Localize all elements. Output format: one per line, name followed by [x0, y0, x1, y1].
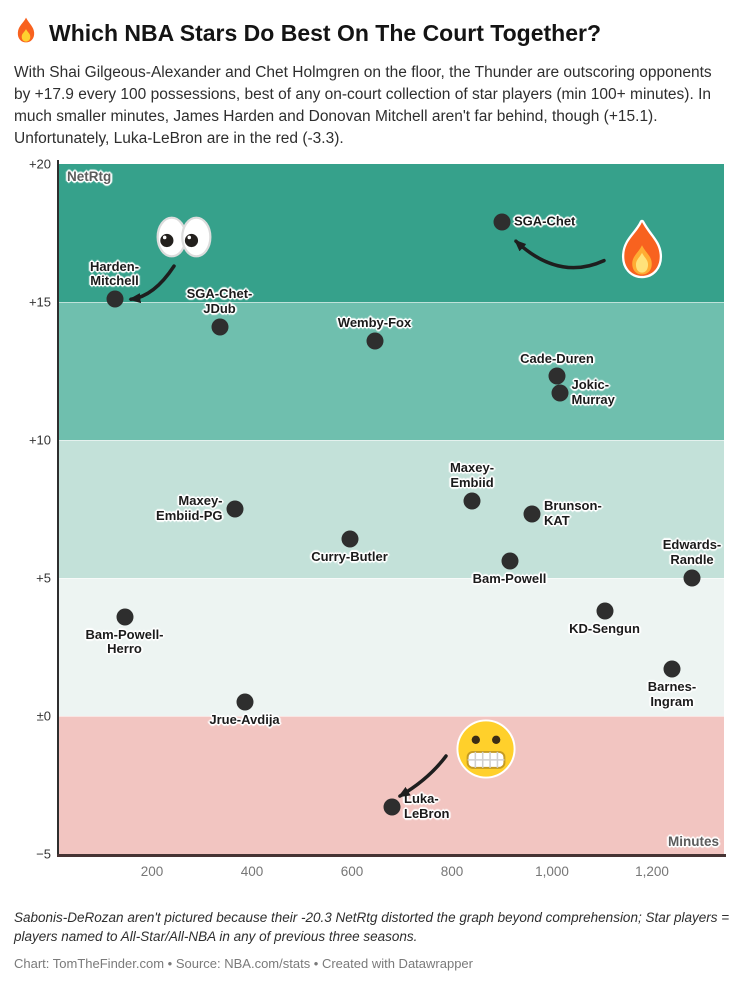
point-label: Bam-Powell- Herro: [85, 626, 164, 657]
y-axis-title: NetRtg: [67, 168, 112, 184]
x-tick-label: 800: [440, 863, 464, 879]
point-label: Harden- Mitchell: [89, 258, 140, 289]
point-label: Cade-Duren: [520, 350, 594, 366]
data-point-wemby-fox: [366, 332, 383, 350]
point-label: Barnes- Ingram: [647, 678, 697, 709]
data-point-maxey-embiid-pg: [226, 500, 243, 518]
point-label: Edwards- Randle: [662, 537, 722, 568]
y-tick-label: +10: [28, 432, 51, 448]
data-point-bam-powell: [501, 552, 518, 570]
data-point-maxey-embiid: [463, 492, 481, 510]
point-label: Jrue-Avdija: [209, 712, 280, 728]
data-point-barnes-ingram: [663, 660, 681, 678]
fire-icon: [14, 16, 38, 52]
page-title-text: Which NBA Stars Do Best On The Court Tog…: [49, 20, 602, 46]
data-point-curry-butler: [341, 530, 358, 548]
point-label: Luka- LeBron: [404, 791, 450, 821]
point-label: Wemby-Fox: [337, 314, 412, 330]
data-point-sga-chet-jdub: [211, 318, 228, 336]
gridline: [59, 577, 724, 579]
x-tick-label: 600: [340, 863, 364, 879]
data-point-kd-sengun: [596, 602, 613, 620]
data-point-jrue-avdija: [236, 693, 253, 711]
point-label: Maxey- Embiid-PG: [156, 493, 223, 523]
point-label: Bam-Powell: [472, 571, 547, 587]
x-tick-label: 400: [240, 863, 264, 879]
y-tick-label: −5: [36, 846, 51, 862]
chart-byline: Chart: TomTheFinder.com • Source: NBA.co…: [14, 956, 473, 972]
data-point-luka-lebron: [383, 798, 401, 816]
x-tick-label: 1,000: [535, 863, 569, 879]
band-5-to-10: [59, 439, 724, 578]
y-tick-label: +5: [36, 570, 51, 586]
scatter-plot: NetRtg Minutes SGA-Chet Harden- Mitchell SG…: [14, 156, 736, 892]
chart-description: With Shai Gilgeous-Alexander and Chet Ho…: [14, 63, 712, 147]
data-point-brunson-kat: [523, 505, 541, 523]
point-label: Jokic- Murray: [571, 377, 615, 407]
data-point-bam-powell-herro: [116, 608, 133, 626]
grimacing-emoji: [455, 718, 517, 780]
y-tick-label: +15: [28, 294, 51, 310]
point-label: Brunson- KAT: [544, 498, 602, 529]
y-tick-label: ±0: [36, 708, 51, 724]
data-point-sga-chet: [493, 213, 511, 231]
eyes-emoji: [155, 215, 213, 259]
point-label: SGA-Chet: [514, 213, 576, 229]
page-title: Which NBA Stars Do Best On The Court Tog…: [14, 16, 736, 52]
y-axis-line: [57, 159, 59, 857]
band-0-to-5: [59, 577, 724, 716]
point-label: SGA-Chet- JDub: [186, 286, 253, 316]
band--5-to-0: [59, 715, 724, 854]
chart-footnote: Sabonis-DeRozan aren't pictured because …: [14, 909, 730, 945]
gridline: [59, 301, 724, 303]
point-label: KD-Sengun: [569, 621, 640, 636]
plot-area: NetRtg Minutes SGA-Chet Harden- Mitchell SG…: [59, 163, 724, 854]
y-tick-label: +20: [28, 156, 51, 172]
point-label: Maxey- Embiid: [449, 460, 495, 490]
gridline: [59, 715, 724, 717]
data-point-cade-duren: [548, 367, 566, 385]
band-10-to-15: [59, 301, 724, 440]
x-axis-title: Minutes: [667, 833, 719, 849]
data-point-harden-mitchell: [106, 290, 123, 308]
x-tick-label: 1,200: [635, 863, 669, 879]
data-point-edwards-randle: [683, 569, 701, 587]
fire-emoji: [616, 219, 668, 279]
x-tick-label: 200: [140, 863, 164, 879]
gridline: [59, 439, 724, 441]
x-axis-line: [57, 853, 726, 857]
point-label: Curry-Butler: [311, 549, 388, 565]
data-point-jokic-murray: [551, 384, 568, 402]
